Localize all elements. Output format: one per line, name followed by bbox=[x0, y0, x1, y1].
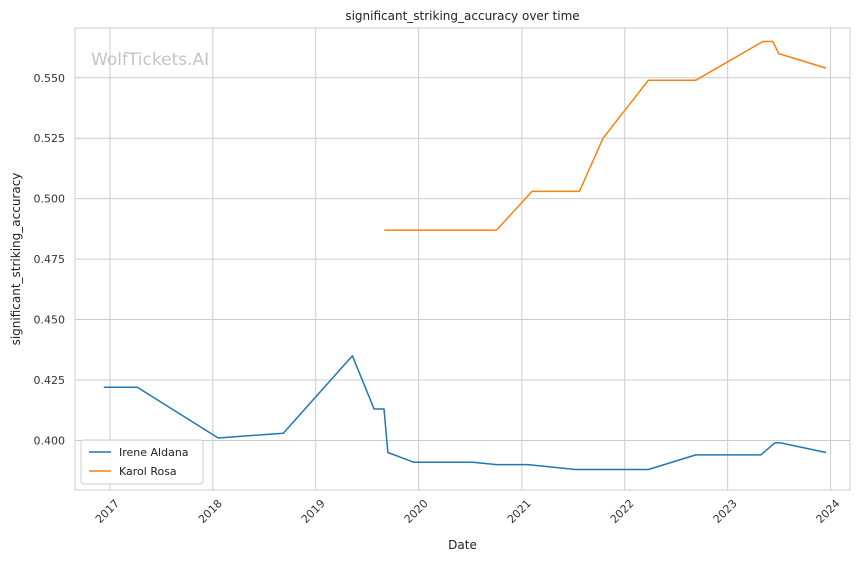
plot-frame bbox=[74, 27, 851, 491]
y-tick-label: 0.525 bbox=[34, 132, 66, 145]
series-line bbox=[384, 40, 827, 231]
series-layer bbox=[103, 40, 827, 471]
y-tick-label: 0.450 bbox=[34, 314, 66, 327]
x-axis-label: Date bbox=[448, 538, 477, 552]
grid-lines bbox=[75, 28, 850, 490]
y-tick-label: 0.475 bbox=[34, 253, 66, 266]
legend: Irene Aldana Karol Rosa bbox=[80, 439, 204, 485]
legend-entry: Irene Aldana bbox=[119, 446, 189, 459]
series-line bbox=[103, 355, 827, 471]
legend-entry: Karol Rosa bbox=[119, 465, 177, 478]
legend-box bbox=[80, 439, 204, 485]
y-axis-label: significant_striking_accuracy bbox=[9, 173, 23, 346]
y-tick-label: 0.500 bbox=[34, 193, 66, 206]
chart-title: significant_striking_accuracy over time bbox=[345, 9, 579, 23]
watermark: WolfTickets.AI bbox=[91, 50, 209, 70]
y-tick-label: 0.550 bbox=[34, 72, 66, 85]
y-tick-label: 0.400 bbox=[34, 434, 66, 447]
y-tick-label: 0.425 bbox=[34, 374, 66, 387]
